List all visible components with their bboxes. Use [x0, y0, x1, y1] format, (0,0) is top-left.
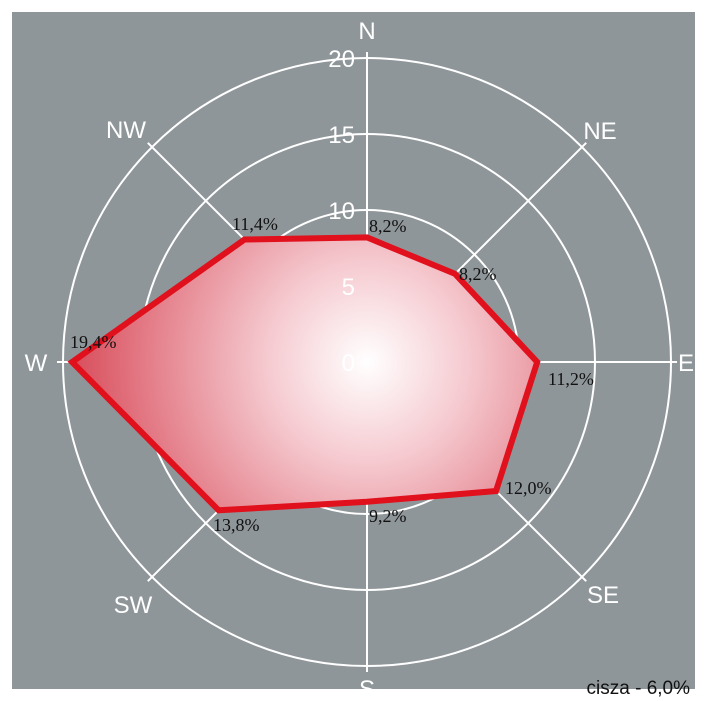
value-label-sw: 13,8% — [213, 515, 260, 535]
labels: 0 5 10 15 20N NE E SE S SW W NW 8,2% 8,2% 11,2% 12,0% 9,… — [25, 18, 694, 701]
value-label-ne: 8,2% — [459, 264, 497, 284]
radial-tick-label: 10 — [328, 198, 355, 225]
data-layer — [67, 234, 541, 514]
value-label-n: 8,2% — [369, 216, 407, 236]
direction-label-se: SE — [587, 582, 619, 609]
value-label-s: 9,2% — [369, 506, 407, 526]
value-label-e: 11,2% — [548, 369, 594, 389]
radial-tick-label: 0 — [342, 350, 355, 377]
radial-tick-label: 20 — [328, 46, 355, 73]
direction-label-s: S — [359, 676, 375, 701]
radial-tick-label: 15 — [328, 122, 355, 149]
value-label-w: 19,4% — [70, 332, 117, 352]
direction-label-nw: NW — [106, 117, 146, 144]
data-fill — [72, 237, 538, 511]
direction-label-n: N — [358, 18, 375, 45]
radial-tick-label: 5 — [342, 274, 355, 301]
value-label-nw: 11,4% — [232, 214, 278, 234]
value-label-se: 12,0% — [505, 478, 552, 498]
direction-label-w: W — [25, 350, 48, 377]
direction-label-sw: SW — [114, 592, 153, 619]
data-outline — [67, 234, 541, 514]
calm-label: cisza - 6,0% — [587, 678, 691, 699]
direction-label-e: E — [678, 350, 694, 377]
direction-label-ne: NE — [583, 118, 616, 145]
